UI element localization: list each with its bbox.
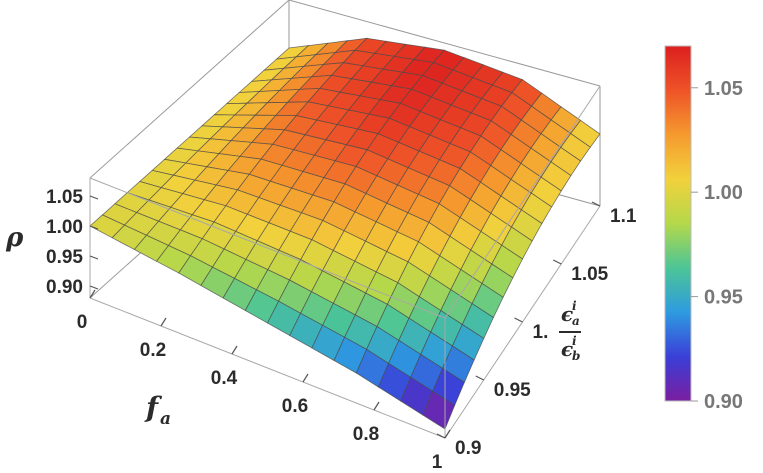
colorbar: 0.90 0.95 1.00 1.05 <box>664 45 743 413</box>
z-tick-mark <box>89 255 99 260</box>
z-tick-mark <box>89 195 99 200</box>
x-tick-mark <box>444 429 451 439</box>
y-tick-mark <box>475 375 485 381</box>
y-tick-label: 0.95 <box>494 380 531 401</box>
y-tick-label: 0.9 <box>455 438 481 459</box>
y-tick-label: 1.05 <box>571 264 608 285</box>
colorbar-tick-label: 0.95 <box>704 287 743 309</box>
y-axis-label-num-sub: a <box>572 314 580 328</box>
colorbar-ticks: 0.90 0.95 1.00 1.05 <box>691 78 743 413</box>
z-tick-label: 1.05 <box>46 187 83 208</box>
colorbar-tick-label: 1.05 <box>704 78 743 100</box>
box-edge <box>444 85 601 319</box>
y-tick-mark <box>591 201 601 207</box>
x-tick-label: 0.6 <box>282 396 308 417</box>
x-tick-label: 1 <box>432 452 443 473</box>
colorbar-gradient <box>664 45 692 402</box>
x-tick-mark <box>89 289 96 299</box>
x-axis-label-sub: a <box>160 409 171 429</box>
y-axis-label-den-sub: b <box>572 349 580 363</box>
z-tick-mark <box>89 225 99 230</box>
y-tick-label: 1.1 <box>610 206 637 227</box>
x-axis-label: f a <box>144 391 171 429</box>
x-tick-label: 0.8 <box>353 424 379 445</box>
y-axis-label-num-sup: i <box>572 299 577 313</box>
z-tick-label: 0.90 <box>46 277 83 298</box>
box-edge <box>89 177 446 319</box>
y-tick-label: 1. <box>533 322 549 343</box>
x-tick-label: 0.2 <box>140 340 166 361</box>
y-axis-label: ϵ a i ϵ b i <box>559 299 581 363</box>
box-edge <box>89 297 446 439</box>
y-tick-mark <box>552 259 562 265</box>
y-axis-label-den-sup: i <box>572 334 577 348</box>
x-tick-label: 0 <box>77 312 88 333</box>
z-tick-mark <box>89 285 99 290</box>
x-tick-mark <box>231 345 238 355</box>
surface-mesh <box>89 37 601 430</box>
colorbar-tick-label: 1.00 <box>704 182 743 204</box>
axis-ticks: 0.900.951.001.0500.20.40.60.810.90.951.1… <box>46 187 637 473</box>
y-tick-mark <box>436 433 446 439</box>
y-tick-mark <box>514 317 523 323</box>
surface-patch <box>422 390 456 430</box>
x-tick-mark <box>302 373 309 383</box>
x-tick-mark <box>373 401 380 411</box>
z-axis-label: ρ <box>5 223 24 253</box>
box-edge <box>89 0 290 179</box>
y-axis-label-num-base: ϵ <box>561 302 573 326</box>
colorbar-tick-label: 0.90 <box>704 391 743 413</box>
x-tick-mark <box>160 317 167 327</box>
z-tick-label: 1.00 <box>46 217 83 238</box>
x-tick-label: 0.4 <box>211 368 238 389</box>
y-axis-label-den-base: ϵ <box>561 337 573 361</box>
box-edge <box>288 0 601 87</box>
z-tick-label: 0.95 <box>46 247 83 268</box>
